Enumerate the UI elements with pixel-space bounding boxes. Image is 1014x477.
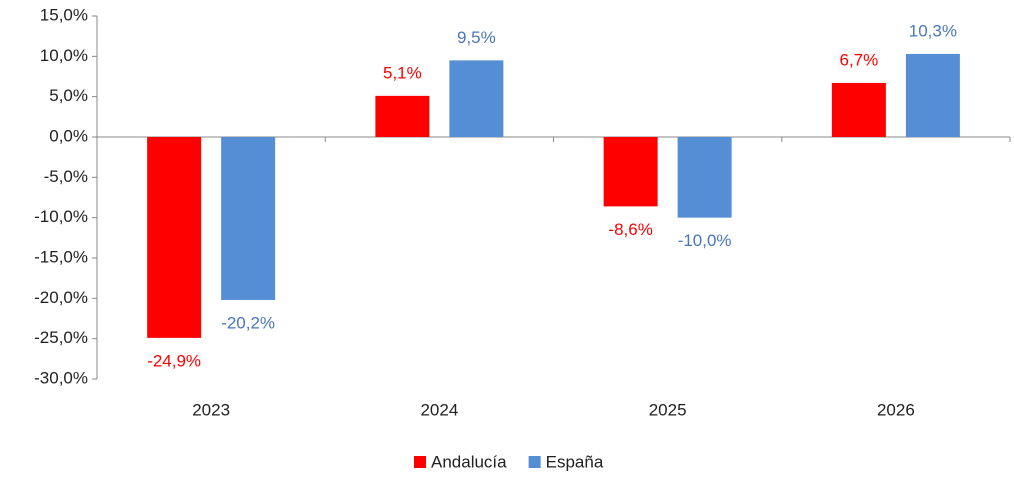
data-label: 9,5% bbox=[457, 28, 496, 47]
x-tick-label: 2024 bbox=[420, 400, 458, 419]
y-tick-label: -5,0% bbox=[44, 167, 88, 186]
x-tick-label: 2023 bbox=[192, 400, 230, 419]
data-label: -24,9% bbox=[147, 351, 201, 370]
bar bbox=[677, 137, 732, 218]
y-tick-label: -15,0% bbox=[34, 247, 88, 266]
data-label: 10,3% bbox=[909, 21, 957, 40]
x-tick-label: 2026 bbox=[877, 400, 915, 419]
data-label: 5,1% bbox=[383, 63, 422, 82]
y-tick-label: 10,0% bbox=[40, 46, 88, 65]
data-label: -10,0% bbox=[678, 231, 732, 250]
y-tick-label: 5,0% bbox=[49, 86, 88, 105]
y-tick-label: -30,0% bbox=[34, 368, 88, 387]
legend-label: España bbox=[546, 452, 604, 471]
data-label: 6,7% bbox=[840, 50, 879, 69]
x-tick-label: 2025 bbox=[649, 400, 687, 419]
y-tick-label: 0,0% bbox=[49, 126, 88, 145]
bar bbox=[147, 137, 202, 338]
bar bbox=[831, 82, 886, 137]
y-tick-label: -20,0% bbox=[34, 288, 88, 307]
legend-swatch bbox=[528, 456, 541, 468]
y-tick-label: 15,0% bbox=[40, 5, 88, 24]
y-tick-label: -10,0% bbox=[34, 207, 88, 226]
y-tick-label: -25,0% bbox=[34, 328, 88, 347]
bar bbox=[905, 53, 960, 138]
bar bbox=[375, 95, 430, 137]
legend-label: Andalucía bbox=[431, 452, 507, 471]
bar bbox=[449, 60, 504, 137]
legend-swatch bbox=[414, 456, 426, 468]
bar bbox=[221, 137, 276, 300]
data-label: -8,6% bbox=[608, 220, 652, 239]
data-label: -20,2% bbox=[221, 313, 275, 332]
bar bbox=[603, 137, 658, 207]
